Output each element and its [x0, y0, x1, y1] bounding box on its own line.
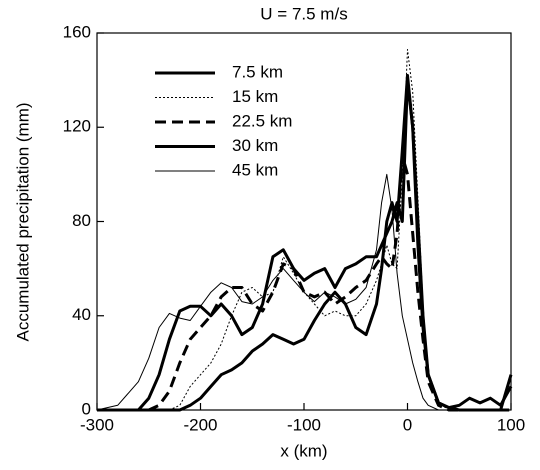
series-line: [97, 49, 511, 411]
legend-label: 30 km: [232, 136, 278, 155]
series-line: [97, 73, 513, 412]
y-tick-label: 160: [63, 22, 91, 41]
legend-label: 45 km: [232, 160, 278, 179]
x-tick-label: 100: [497, 415, 525, 434]
x-tick-label: -100: [287, 415, 321, 434]
legend-label: 22.5 km: [232, 111, 292, 130]
legend-label: 15 km: [232, 87, 278, 106]
x-tick-label: 0: [403, 415, 412, 434]
y-tick-label: 80: [72, 211, 91, 230]
y-axis-label: Accumulated precipitation (mm): [13, 102, 32, 341]
legend-label: 7.5 km: [232, 62, 283, 81]
x-tick-label: -200: [183, 415, 217, 434]
series-line: [96, 173, 511, 411]
y-tick-label: 40: [72, 305, 91, 324]
x-axis-label: x (km): [280, 441, 327, 460]
x-tick-label: -300: [80, 415, 114, 434]
y-tick-label: 120: [63, 117, 91, 136]
chart-title: U = 7.5 m/s: [260, 4, 347, 23]
plot-frame: [96, 32, 512, 411]
series-line: [97, 78, 513, 412]
y-tick-label: 0: [82, 399, 91, 418]
